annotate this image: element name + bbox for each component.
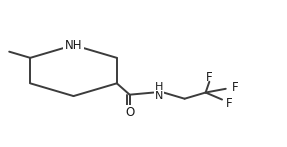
Text: O: O xyxy=(125,106,134,119)
Text: F: F xyxy=(226,97,232,110)
Text: NH: NH xyxy=(65,39,82,52)
Text: H
N: H N xyxy=(155,82,163,101)
Text: F: F xyxy=(232,81,238,94)
Text: F: F xyxy=(206,71,213,84)
